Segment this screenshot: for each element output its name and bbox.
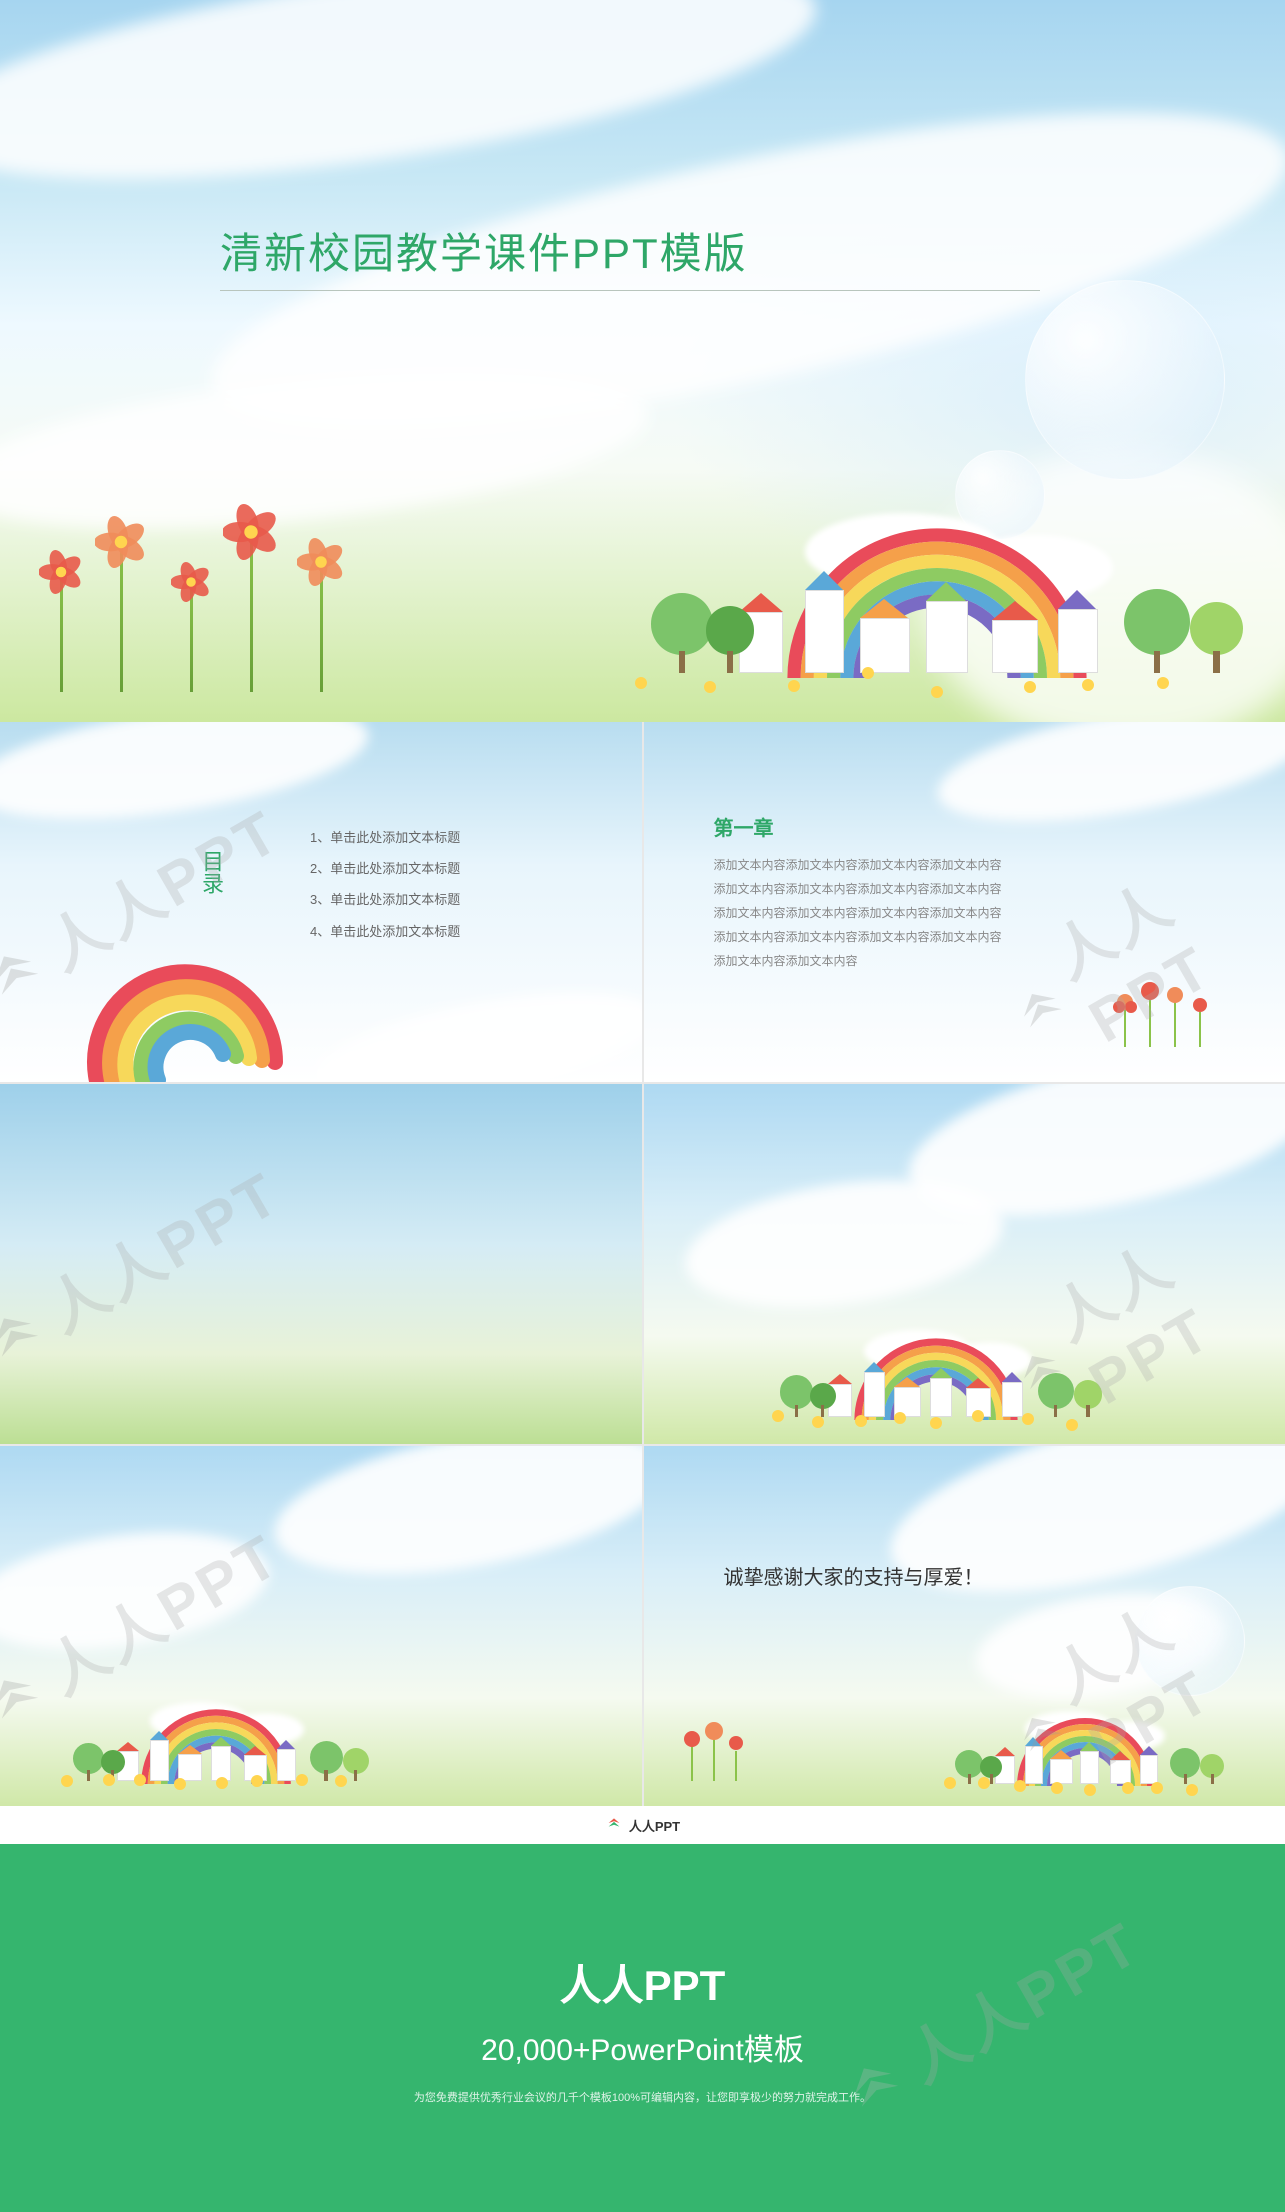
rainbow-arc-icon [80,922,300,1082]
slide-blank-gradient: 人人PPT [0,1084,642,1444]
watermark: 人人PPT [0,1146,294,1389]
village-mini [744,1284,1184,1444]
chapter-line: 添加文本内容添加文本内容添加文本内容添加文本内容 [714,853,1002,877]
toc-item: 3、单击此处添加文本标题 [310,884,460,915]
toc-item: 1、单击此处添加文本标题 [310,822,460,853]
small-flowers-icon [1105,967,1225,1052]
slide-grid: 目录 1、单击此处添加文本标题2、单击此处添加文本标题3、单击此处添加文本标题4… [0,722,1285,1806]
thanks-text: 诚挚感谢大家的支持与厚爱！ [724,1561,984,1590]
chapter-line: 添加文本内容添加文本内容添加文本内容添加文本内容 [714,901,1002,925]
toc-item: 2、单击此处添加文本标题 [310,853,460,884]
toc-label: 目录 [195,850,227,894]
small-flowers-icon [674,1711,774,1786]
chapter-line: 添加文本内容添加文本内容添加文本内容添加文本内容 [714,925,1002,949]
flower-patch [40,492,390,692]
brush-stroke [306,972,641,1082]
hero-title: 清新校园教学课件PPT模版 [220,220,748,281]
chapter-title: 第一章 [714,812,1002,841]
footer-logo-text: 人人PPT [629,1816,680,1835]
logo-icon [605,1814,623,1837]
village-mini [925,1656,1265,1806]
toc-list: 1、单击此处添加文本标题2、单击此处添加文本标题3、单击此处添加文本标题4、单击… [310,822,460,947]
chapter-body: 添加文本内容添加文本内容添加文本内容添加文本内容添加文本内容添加文本内容添加文本… [714,853,1002,973]
footer-banner: 人人PPT 20,000+PowerPoint模板 为您免费提供优秀行业会议的几… [0,1844,1285,2212]
brush-stroke [263,1446,641,1600]
hero-slide: 清新校园教学课件PPT模版 [0,0,1285,722]
village-scene [585,442,1285,722]
footer-fineprint: 为您免费提供优秀行业会议的几千个模板100%可编辑内容，让您即享极少的努力就完成… [414,2089,871,2105]
hero-divider [220,290,1040,291]
slide-toc: 目录 1、单击此处添加文本标题2、单击此处添加文本标题3、单击此处添加文本标题4… [0,722,642,1082]
village-mini [40,1656,420,1806]
brush-stroke [0,1516,276,1667]
chapter-line: 添加文本内容添加文本内容添加文本内容添加文本内容 [714,877,1002,901]
footer-subtitle: 20,000+PowerPoint模板 [481,2025,804,2069]
footer-brand: 人人PPT [560,1952,726,2013]
chapter-line: 添加文本内容添加文本内容 [714,949,1002,973]
footer-logo-bar: 人人PPT [0,1806,1285,1844]
slide-village: 人人PPT [644,1084,1285,1444]
slide-village-2: 人人PPT [0,1446,642,1806]
toc-item: 4、单击此处添加文本标题 [310,916,460,947]
slide-thanks: 诚挚感谢大家的支持与厚爱！ 人人PPT [644,1446,1285,1806]
slide-chapter: 第一章 添加文本内容添加文本内容添加文本内容添加文本内容添加文本内容添加文本内容… [644,722,1285,1082]
